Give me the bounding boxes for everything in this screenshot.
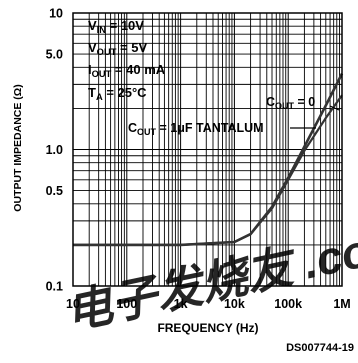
y-tick-label: 1.0 — [46, 143, 63, 157]
x-tick-label: 1k — [174, 297, 188, 311]
y-tick-label: 0.1 — [46, 280, 63, 294]
x-tick-label: 1M — [333, 297, 350, 311]
condition-label: VIN = 10V — [88, 18, 144, 35]
condition-label: IOUT = 40 mA — [88, 62, 166, 79]
series-label-cout-1uf: COUT = 1μF TANTALUM — [128, 121, 264, 137]
y-tick-labels: 10 5.0 1.0 0.5 0.1 — [46, 7, 63, 294]
series-layer — [73, 73, 344, 247]
leader-line-cout-0 — [329, 105, 340, 111]
x-tick-label: 100 — [116, 297, 137, 311]
condition-label: TA = 25°C — [88, 85, 147, 102]
figure-code: DS007744-19 — [286, 342, 354, 354]
x-tick-labels: 10 100 1k 10k 100k 1M — [66, 297, 351, 311]
plot-frame — [72, 12, 343, 287]
x-tick-label: 10k — [224, 297, 245, 311]
x-tick-label: 100k — [274, 297, 302, 311]
x-tick-label: 10 — [66, 297, 80, 311]
y-tick-label: 0.5 — [46, 184, 63, 198]
x-axis-label: FREQUENCY (Hz) — [157, 321, 258, 335]
y-tick-label: 5.0 — [46, 48, 63, 62]
y-tick-label: 10 — [49, 7, 63, 21]
grid — [73, 13, 342, 286]
series-label-cout-0: COUT = 0 — [266, 95, 315, 111]
y-axis-label: OUTPUT IMPEDANCE (Ω) — [12, 84, 24, 211]
series-line-2 — [73, 94, 343, 246]
condition-label: VOUT = 5V — [88, 40, 147, 57]
test-conditions: VIN = 10V VOUT = 5V IOUT = 40 mA TA = 25°C — [88, 18, 166, 102]
